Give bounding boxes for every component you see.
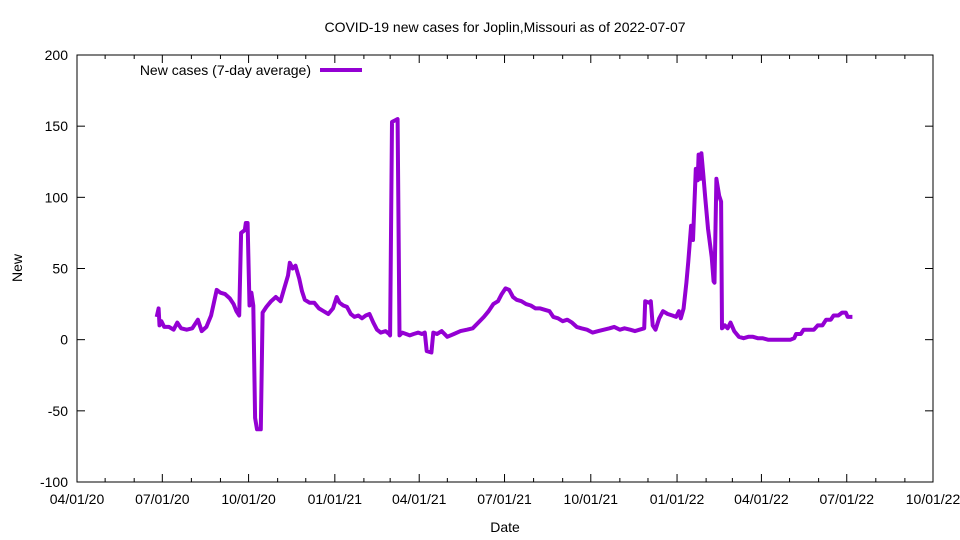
x-tick-label: 01/01/22: [650, 491, 705, 507]
x-tick-label: 01/01/21: [308, 491, 363, 507]
y-tick-label: 0: [60, 332, 68, 348]
chart-title: COVID-19 new cases for Joplin,Missouri a…: [324, 19, 685, 35]
y-tick-label: 150: [45, 118, 69, 134]
x-tick-label: 10/01/21: [564, 491, 619, 507]
y-tick-label: -100: [40, 474, 68, 490]
x-tick-label: 07/01/20: [135, 491, 190, 507]
plot-frame: [76, 54, 934, 483]
legend-label: New cases (7-day average): [140, 62, 311, 78]
series-line: [154, 117, 853, 432]
y-tick-label: 50: [52, 261, 68, 277]
x-tick-label: 04/01/22: [734, 491, 789, 507]
x-tick-label: 10/01/22: [906, 491, 960, 507]
x-tick-label: 04/01/20: [50, 491, 105, 507]
y-axis-label: New: [9, 253, 25, 282]
x-axis-label: Date: [490, 519, 520, 535]
series-layer: [154, 117, 853, 432]
y-tick-label: 200: [45, 47, 69, 63]
legend: New cases (7-day average): [140, 62, 362, 78]
axis-ticks: -100 -50 0 50 100 150 200 04/01/20 07/01/20 10/01…: [40, 47, 960, 507]
x-tick-label: 07/01/22: [819, 491, 874, 507]
x-tick-label: 04/01/21: [392, 491, 447, 507]
y-tick-label: 100: [45, 189, 69, 205]
x-tick-label: 10/01/20: [221, 491, 276, 507]
x-tick-label: 07/01/21: [477, 491, 532, 507]
y-tick-label: -50: [48, 403, 68, 419]
